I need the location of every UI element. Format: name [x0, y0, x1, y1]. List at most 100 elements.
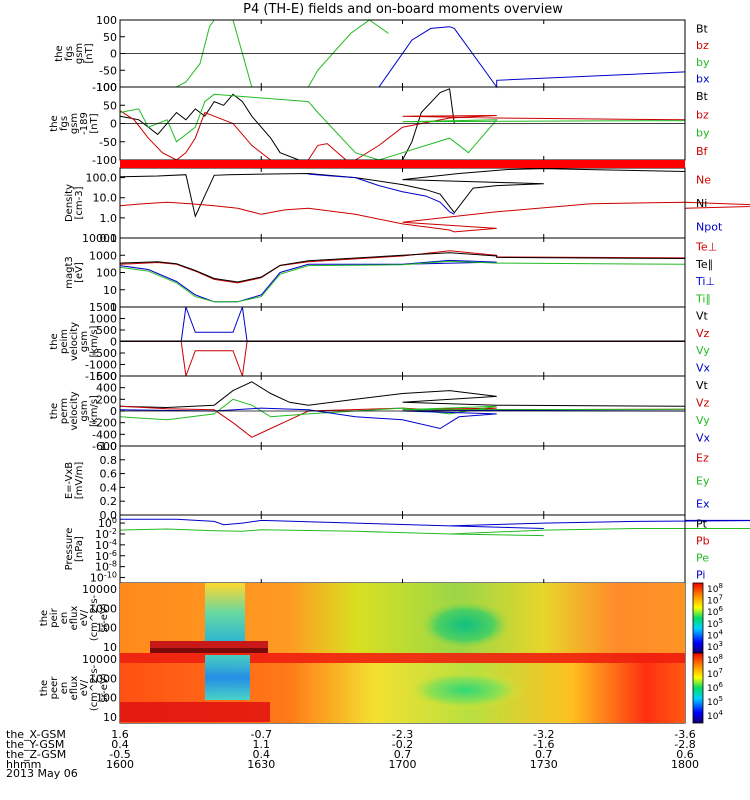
legend-efield-item: Ey — [696, 475, 710, 488]
footer-value: -3.2 — [533, 728, 554, 741]
y-tick-label: 100 — [96, 81, 117, 94]
colorbar-tick-label: 107 — [707, 667, 723, 680]
y-axis-label: (cm^2-s- — [89, 664, 100, 711]
legend-fgs_zoom-item: Bf — [696, 145, 709, 158]
y-tick-label: 10000 — [82, 653, 117, 666]
legend-temperature-item: Te∥ — [695, 258, 713, 271]
y-axis-label: Pressure — [64, 528, 75, 571]
legend-density-item: Npot — [696, 220, 723, 233]
series-perm_velocity-Vt — [119, 381, 686, 409]
legend-fgs-item: bz — [696, 39, 709, 52]
colorbar-tick-label: 103 — [707, 640, 723, 653]
series-peim_velocity-Vz — [120, 341, 685, 377]
series-perm_velocity-Vz — [119, 405, 686, 438]
series-pressure-Pe — [119, 528, 750, 537]
chart-title: P4 (TH-E) fields and on-board moments ov… — [243, 2, 563, 17]
y-tick-label: -1500 — [85, 370, 117, 383]
footer-row-label: the_X-GSM — [6, 728, 66, 741]
footer-value: 1630 — [247, 758, 275, 771]
legend-density-item: Ni — [696, 197, 707, 210]
footer-value: -0.5 — [109, 748, 130, 761]
y-axis-label: eflux — [69, 606, 80, 631]
y-tick-label: 10-2 — [95, 527, 117, 541]
y-tick-label: 100 — [96, 267, 117, 280]
y-tick-label: -200 — [92, 417, 117, 430]
panel-frame — [119, 445, 686, 516]
panel-frame — [119, 167, 686, 239]
colorbar-tick-label: 104 — [707, 709, 723, 722]
y-tick-label: 200 — [96, 393, 117, 406]
panel-fgs_zoom: 100 50 0 -50 -100 the fgs gsm -189 [nT] Bt bz by Bf — [49, 81, 710, 167]
panel-temperature: 10000 1000 100 10 1 magt3 [eV] Te⊥ Te∥ Ti⊥ Ti∥ — [64, 232, 717, 314]
legend-perm_velocity-item: Vx — [696, 431, 711, 444]
legend-fgs_zoom-item: Bt — [696, 90, 709, 103]
series-density-Ni — [119, 168, 686, 218]
y-tick-label: 100 — [98, 516, 117, 530]
legend-pressure-item: Pb — [696, 535, 710, 548]
colorbar-tick-label: 104 — [707, 629, 723, 642]
legend-temperature-item: Ti∥ — [695, 292, 711, 305]
footer-value: 1.6 — [111, 728, 129, 741]
colorbar-tick-label: 108 — [707, 653, 723, 666]
y-tick-label: 100 — [96, 14, 117, 27]
y-tick-label: 100.0 — [86, 172, 118, 185]
y-axis-label: en — [59, 682, 70, 695]
panel-frame — [119, 514, 686, 584]
footer-value: 1730 — [530, 758, 558, 771]
y-axis-label: eV/ — [79, 609, 90, 626]
y-axis-label: perm — [59, 398, 70, 424]
y-tick-label: 400 — [96, 382, 117, 395]
y-tick-label: 10-8 — [95, 560, 117, 574]
y-axis-label: velocity — [69, 322, 80, 361]
separator-bar — [120, 160, 685, 168]
y-axis-label: the — [49, 403, 60, 419]
y-axis-label: gsm — [69, 113, 80, 134]
y-axis-label: peir — [49, 607, 60, 627]
y-tick-label: 500 — [96, 324, 117, 337]
series-perm_velocity-Vy — [119, 398, 686, 421]
y-axis-label: peim — [59, 329, 70, 354]
legend-peim_velocity-item: Vy — [696, 344, 710, 357]
y-axis-label: Density — [64, 184, 75, 222]
legend-temperature-item: Te⊥ — [695, 241, 717, 254]
legend-pressure-item: Pt — [696, 518, 708, 531]
y-axis-label: [nT] — [84, 43, 95, 63]
y-tick-label: 10000 — [82, 232, 117, 245]
series-density-Ne — [119, 201, 750, 233]
y-tick-label: 0.2 — [100, 495, 118, 508]
y-tick-label: 10-10 — [90, 571, 117, 585]
y-tick-label: 0.8 — [100, 454, 118, 467]
y-tick-label: 1000 — [89, 602, 117, 615]
legend-pressure-item: Pe — [696, 552, 709, 565]
footer-value: 0.6 — [676, 748, 694, 761]
panel-density: 100.0 10.0 1.0 0.1 Density [cm-3] Ne Ni Npot — [64, 167, 750, 245]
series-pressure-Pi — [120, 518, 750, 529]
y-tick-label: -50 — [99, 64, 117, 77]
series-temperature-Te∥ — [119, 252, 686, 283]
y-axis-label: the — [39, 680, 50, 696]
y-tick-label: -500 — [92, 347, 117, 360]
y-axis-label: the — [54, 45, 65, 61]
y-tick-label: 0.4 — [100, 481, 118, 494]
y-tick-label: 1000 — [89, 672, 117, 685]
legend-fgs-item: bx — [696, 73, 710, 86]
footer-value: 0.4 — [111, 738, 129, 751]
ion-spectrogram-image — [120, 583, 685, 653]
y-axis-label: (cm^2-s- — [89, 594, 100, 641]
y-tick-label: 10 — [103, 284, 117, 297]
y-tick-label: -400 — [92, 428, 117, 441]
legend-fgs_zoom-item: bz — [696, 108, 709, 121]
y-axis-label: peer — [49, 676, 60, 700]
y-tick-label: -50 — [99, 136, 117, 149]
y-tick-label: -1000 — [85, 359, 117, 372]
y-tick-label: 100 — [96, 622, 117, 635]
y-axis-label: sr-eV) — [99, 603, 110, 632]
series-fgs_zoom-by — [119, 93, 686, 161]
colorbar-tick-label: 105 — [707, 617, 723, 630]
